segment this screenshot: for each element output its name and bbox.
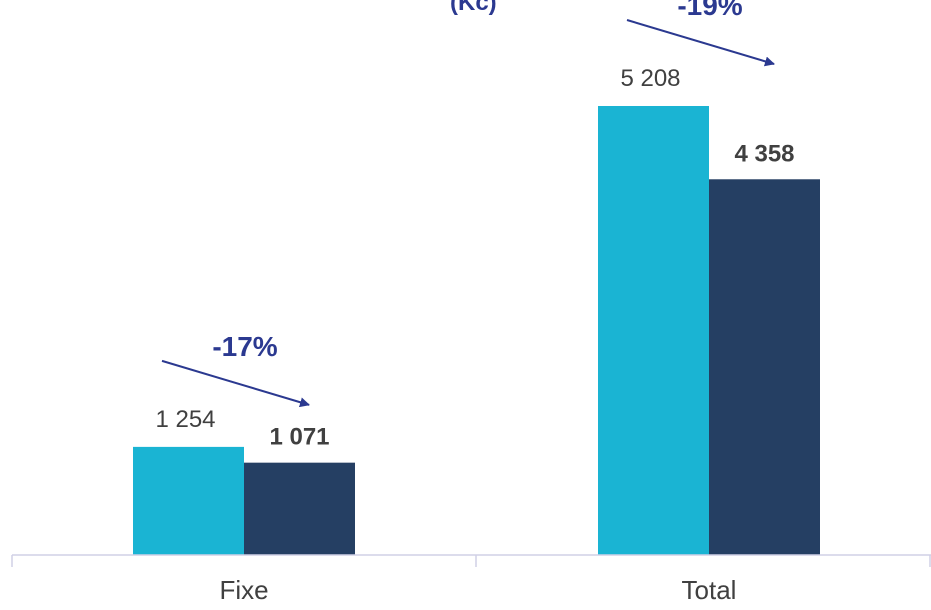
bar-total-0 (598, 106, 709, 555)
labels-layer: 1 254 1 071 Fixe -17% 5 208 4 358 Total -19% (155, 0, 794, 605)
change-label-fixe: -17% (212, 331, 277, 362)
data-label-fixe-1: 1 071 (269, 424, 329, 451)
x-axis (11, 554, 931, 567)
bar-fixe-0 (133, 446, 244, 555)
data-label-total-1: 4 358 (734, 140, 794, 167)
category-label-total: Total (682, 575, 737, 605)
change-arrow-total (626, 19, 775, 67)
data-label-total-0: 5 208 (620, 65, 680, 92)
bar-fixe-1 (244, 462, 355, 555)
chart-title-fragment: (Kc) (450, 0, 497, 16)
change-arrow-fixe (161, 359, 310, 408)
bar-total-1 (709, 179, 820, 555)
change-label-total: -19% (677, 0, 742, 21)
data-label-fixe-0: 1 254 (155, 406, 215, 433)
category-label-fixe: Fixe (219, 575, 268, 605)
bars-layer (133, 106, 820, 555)
